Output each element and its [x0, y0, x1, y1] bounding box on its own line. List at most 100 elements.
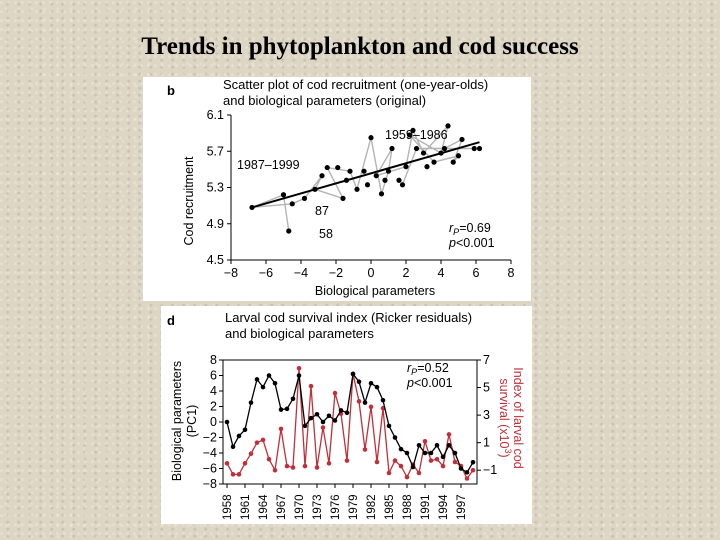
x-tick-label-b: 0 [368, 266, 375, 280]
stat-p-b: p<0.001 [448, 236, 495, 250]
scatter-point [249, 204, 255, 211]
larval-survival-point [446, 432, 452, 437]
larval-survival-point [452, 459, 458, 465]
biological-parameters-point [302, 423, 308, 429]
biological-parameters-point [446, 442, 452, 448]
biological-parameters-point [416, 442, 422, 448]
scatter-point [445, 123, 451, 129]
y-tick-label-left-d: −6 [203, 462, 217, 476]
x-tick-label-d: 1964 [258, 494, 270, 520]
biological-parameters-point [386, 423, 392, 429]
chart-b-subtitle: and biological parameters (original) [223, 93, 426, 108]
y-tick-label-right-d: 1 [483, 436, 490, 450]
biological-parameters-point [350, 371, 356, 377]
larval-survival-point [278, 426, 284, 432]
scatter-point [340, 195, 346, 201]
y-tick-label-left-d: 4 [210, 384, 217, 398]
scatter-point [368, 135, 374, 141]
x-tick-label-d: 1988 [402, 494, 414, 520]
scatter-point [406, 132, 413, 138]
scatter-point [438, 150, 444, 156]
x-tick-label-d: 1997 [456, 494, 468, 520]
scatter-point [319, 173, 325, 179]
larval-survival-point [422, 438, 428, 444]
y-tick-label-right-d: 7 [483, 353, 490, 367]
biological-parameters-point [272, 380, 278, 386]
scatter-point [413, 145, 420, 152]
chart-d-title: Larval cod survival index (Ricker residu… [225, 310, 472, 325]
larval-survival-point [440, 463, 446, 469]
larval-survival-point [470, 467, 476, 473]
scatter-point [459, 136, 465, 143]
scatter-point [385, 168, 392, 174]
larval-survival-point [248, 451, 254, 456]
biological-parameters-point [464, 470, 470, 475]
x-axis-label-b: Biological parameters [315, 284, 435, 298]
x-tick-label-b: 6 [473, 266, 480, 280]
scatter-point [289, 201, 295, 207]
label-year-87: 87 [315, 204, 329, 218]
y-tick-label-left-d: −8 [203, 477, 217, 491]
larval-survival-point [434, 456, 440, 462]
x-tick-label-d: 1958 [222, 494, 234, 520]
y-tick-label-b: 5.7 [207, 144, 224, 158]
y-axis-label-b: Cod recruitment [182, 156, 196, 245]
larval-survival-point [356, 399, 362, 404]
x-tick-label-b: −4 [294, 266, 308, 280]
larval-survival-point [302, 463, 308, 469]
biological-parameters-point [344, 410, 350, 415]
y-tick-label-b: 5.3 [207, 181, 224, 195]
larval-survival-point [326, 461, 332, 466]
y-tick-label-right-d: 5 [483, 381, 490, 395]
larval-survival-point [416, 470, 422, 476]
x-tick-label-b: −2 [329, 266, 343, 280]
y-axis-label-right-d: Index of larval cod [511, 367, 525, 468]
scatter-point [301, 195, 308, 201]
larval-survival-point [332, 390, 338, 396]
scatter-point [396, 177, 402, 183]
larval-survival-point [224, 461, 230, 466]
scatter-point [450, 159, 456, 165]
biological-parameters-point [284, 406, 290, 412]
scatter-point [373, 173, 379, 179]
biological-parameters-point [230, 444, 236, 450]
larval-survival-point [362, 447, 368, 452]
larval-survival-point [320, 425, 326, 430]
scatter-point [420, 150, 427, 156]
biological-parameters-point [374, 384, 380, 390]
label-1987-1999: 1987–1999 [237, 158, 300, 172]
scatter-point [471, 145, 477, 152]
larval-survival-point [464, 476, 470, 481]
panel-b-scatter-chart: b Scatter plot of cod recruitment (one-y… [143, 77, 531, 301]
panel-letter-b: b [167, 83, 175, 98]
x-tick-label-b: 8 [508, 266, 515, 280]
x-tick-label-d: 1991 [420, 494, 432, 520]
larval-survival-point [404, 474, 410, 480]
larval-survival-point [242, 461, 248, 466]
biological-parameters-point [398, 446, 404, 452]
larval-survival-point [398, 463, 404, 469]
larval-survival-point [266, 456, 272, 462]
x-tick-label-d: 1976 [330, 494, 342, 520]
y-axis-label-left-d: Biological parameters [170, 361, 184, 481]
biological-parameters-point [356, 379, 362, 384]
scatter-point [382, 177, 388, 183]
x-tick-label-d: 1967 [276, 494, 288, 520]
biological-parameters-point [254, 377, 260, 382]
biological-parameters-point [392, 435, 398, 440]
biological-parameters-point [248, 400, 254, 405]
y-tick-label-b: 4.5 [207, 253, 224, 267]
biological-parameters-point [440, 454, 446, 460]
biological-parameters-point [236, 433, 242, 439]
y-axis-label-left-sub-d: (PC1) [185, 405, 199, 438]
biological-parameters-point [434, 442, 440, 448]
scatter-point [389, 145, 395, 152]
larval-survival-point [284, 463, 290, 469]
x-tick-label-b: −8 [224, 266, 238, 280]
biological-parameters-point [242, 427, 248, 433]
biological-parameters-point [452, 450, 458, 456]
scatter-point [455, 153, 462, 159]
biological-parameters-point [296, 373, 302, 378]
y-tick-label-b: 4.9 [207, 217, 224, 231]
biological-parameters-point [404, 450, 410, 456]
